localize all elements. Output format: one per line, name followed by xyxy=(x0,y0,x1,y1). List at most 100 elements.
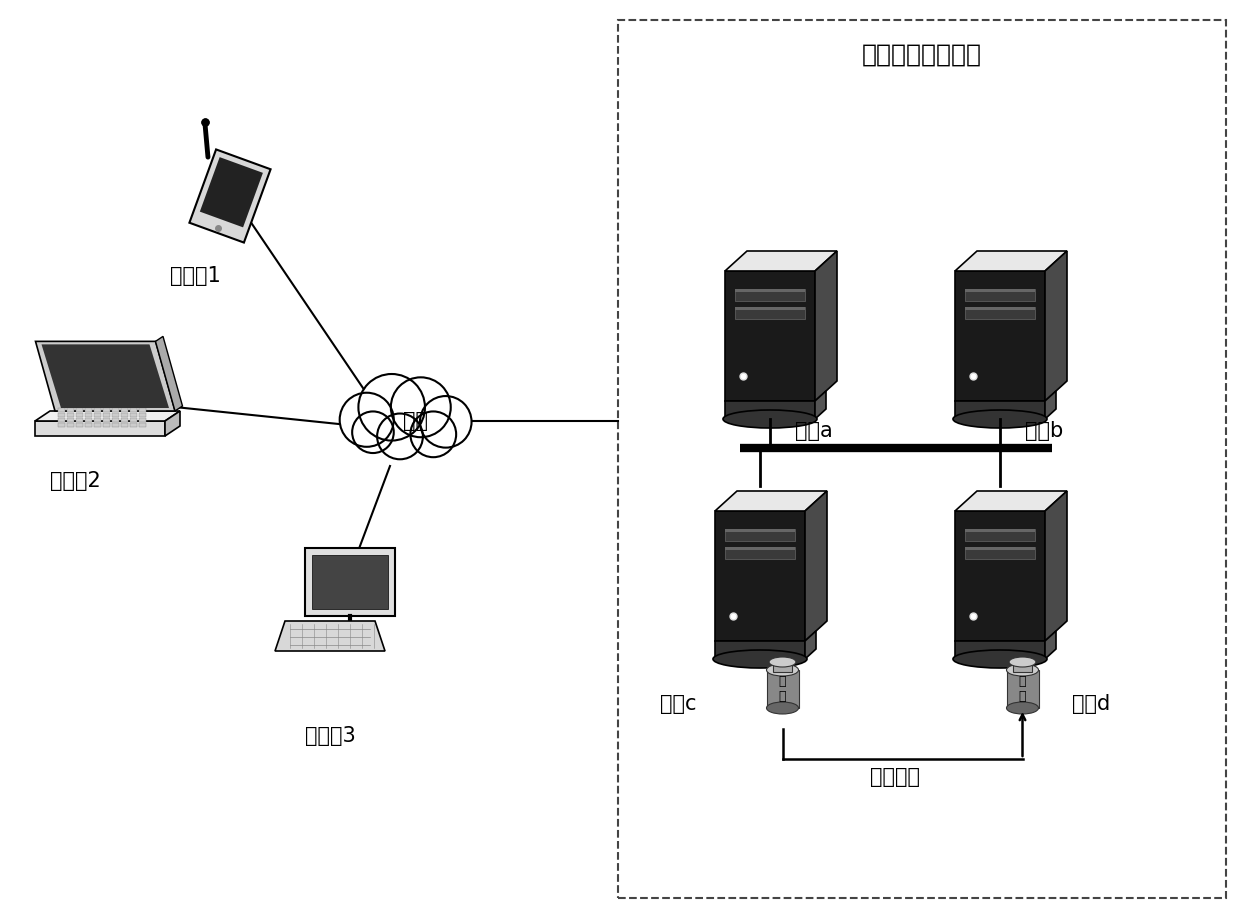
Bar xyxy=(305,548,396,616)
Polygon shape xyxy=(350,401,463,439)
Polygon shape xyxy=(955,271,1045,401)
Bar xyxy=(86,413,92,417)
Text: 客户端3: 客户端3 xyxy=(305,726,356,746)
Bar xyxy=(122,418,128,422)
Bar xyxy=(965,547,1035,550)
Bar xyxy=(139,408,146,412)
Bar xyxy=(725,547,795,559)
FancyBboxPatch shape xyxy=(618,20,1226,898)
Bar xyxy=(103,418,110,422)
Polygon shape xyxy=(200,158,263,227)
Polygon shape xyxy=(1045,391,1056,419)
Circle shape xyxy=(358,374,425,441)
Polygon shape xyxy=(955,491,1066,511)
Bar xyxy=(965,289,1035,292)
Bar xyxy=(965,289,1035,301)
Bar xyxy=(112,418,119,422)
Polygon shape xyxy=(190,149,270,243)
Bar xyxy=(766,670,799,708)
Polygon shape xyxy=(165,411,180,436)
Polygon shape xyxy=(1045,631,1056,659)
Text: 客户端2: 客户端2 xyxy=(50,471,100,491)
Bar xyxy=(773,662,792,672)
Polygon shape xyxy=(1045,251,1066,401)
Bar xyxy=(86,418,92,422)
Bar xyxy=(130,413,136,417)
Polygon shape xyxy=(725,251,837,271)
Text: 存
储: 存 储 xyxy=(779,675,786,703)
Bar xyxy=(122,408,128,412)
Bar xyxy=(58,418,64,422)
Bar xyxy=(76,418,83,422)
Bar xyxy=(76,408,83,412)
Bar xyxy=(122,423,128,427)
Ellipse shape xyxy=(325,630,374,646)
Bar xyxy=(965,529,1035,541)
Bar xyxy=(965,307,1035,310)
Ellipse shape xyxy=(766,702,799,714)
Circle shape xyxy=(420,396,471,448)
Polygon shape xyxy=(725,271,815,401)
Bar xyxy=(130,423,136,427)
Bar xyxy=(67,423,74,427)
Bar xyxy=(58,413,64,417)
Bar xyxy=(76,423,83,427)
Polygon shape xyxy=(955,251,1066,271)
Bar xyxy=(1007,670,1039,708)
Bar xyxy=(67,408,74,412)
Text: 节点a: 节点a xyxy=(795,421,833,441)
Bar xyxy=(67,418,74,422)
Bar xyxy=(112,413,119,417)
Bar xyxy=(130,408,136,412)
Bar xyxy=(139,423,146,427)
Polygon shape xyxy=(805,491,827,641)
Polygon shape xyxy=(725,401,815,419)
Polygon shape xyxy=(35,411,180,421)
Text: 客户端1: 客户端1 xyxy=(170,266,221,286)
Bar xyxy=(76,413,83,417)
Polygon shape xyxy=(955,511,1045,641)
Bar xyxy=(725,529,795,541)
Bar xyxy=(1013,662,1032,672)
Polygon shape xyxy=(35,421,165,436)
Bar xyxy=(58,423,64,427)
Ellipse shape xyxy=(1007,664,1039,676)
Text: 节点c: 节点c xyxy=(660,694,697,714)
Polygon shape xyxy=(815,391,826,419)
Bar xyxy=(735,289,805,301)
Text: 同一个数据库集群: 同一个数据库集群 xyxy=(862,43,982,67)
Text: 节点d: 节点d xyxy=(1073,694,1110,714)
Bar xyxy=(86,408,92,412)
Ellipse shape xyxy=(769,657,796,667)
Bar xyxy=(94,418,100,422)
Bar xyxy=(94,408,100,412)
Bar xyxy=(86,423,92,427)
Ellipse shape xyxy=(766,664,799,676)
Bar xyxy=(735,307,805,319)
Bar xyxy=(103,423,110,427)
Polygon shape xyxy=(955,401,1045,419)
Bar xyxy=(94,423,100,427)
Bar xyxy=(139,418,146,422)
Ellipse shape xyxy=(723,410,817,428)
Bar xyxy=(103,413,110,417)
Polygon shape xyxy=(36,342,175,411)
Text: 存
储: 存 储 xyxy=(1019,675,1027,703)
Circle shape xyxy=(377,413,423,459)
Circle shape xyxy=(352,411,394,453)
Text: 节点b: 节点b xyxy=(1025,421,1063,441)
Bar xyxy=(112,408,119,412)
Bar xyxy=(94,413,100,417)
Polygon shape xyxy=(715,641,805,659)
Bar xyxy=(130,418,136,422)
Ellipse shape xyxy=(954,410,1047,428)
Bar xyxy=(103,408,110,412)
Ellipse shape xyxy=(1009,657,1035,667)
Bar xyxy=(122,413,128,417)
Bar xyxy=(67,413,74,417)
Ellipse shape xyxy=(1007,702,1039,714)
Bar xyxy=(735,307,805,310)
Polygon shape xyxy=(1045,491,1066,641)
Bar xyxy=(725,547,795,550)
Bar xyxy=(965,307,1035,319)
